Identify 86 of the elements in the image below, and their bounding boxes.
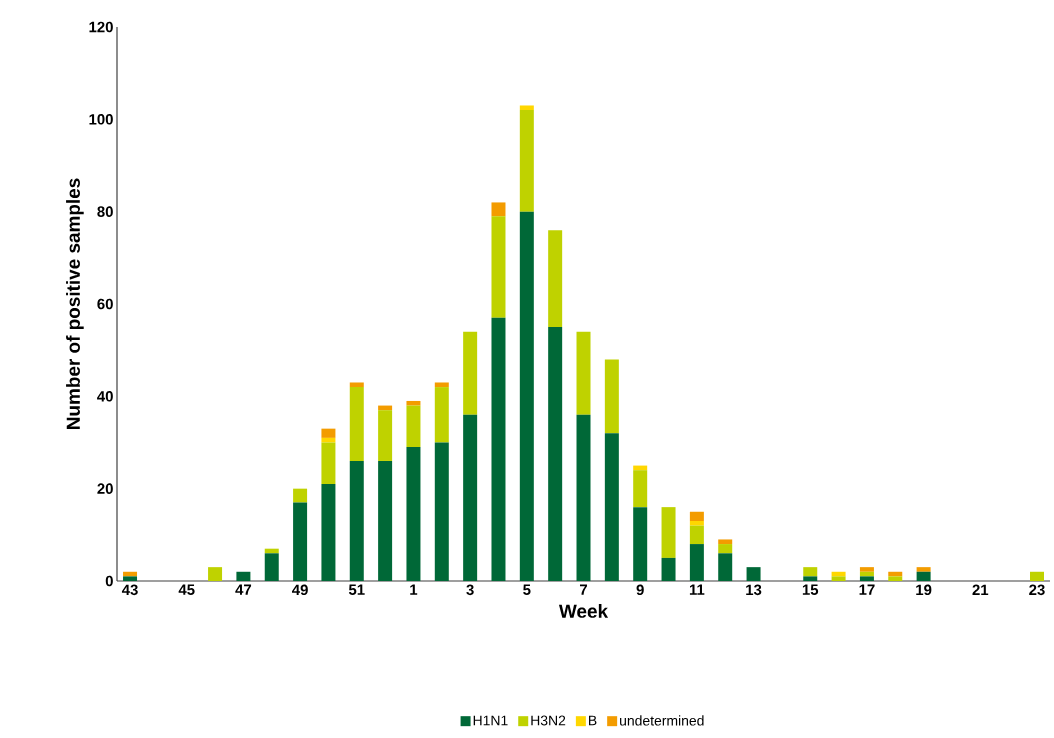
bar [491, 202, 506, 217]
bar [321, 484, 336, 581]
bar [888, 576, 903, 581]
bar [236, 571, 251, 581]
bar [803, 576, 818, 581]
bar [718, 553, 733, 581]
bar [831, 576, 846, 581]
x-tick-label: 11 [689, 584, 705, 595]
bar [633, 507, 648, 581]
x-tick-label: 19 [916, 584, 932, 596]
bar [689, 520, 704, 526]
bar [746, 567, 761, 581]
x-tick-label: 1 [410, 584, 418, 595]
bar [406, 447, 421, 581]
bar [689, 544, 704, 581]
y-tick-label: 60 [97, 298, 113, 310]
y-tick-label: 100 [89, 114, 113, 125]
x-tick-label: 7 [579, 584, 588, 595]
legend-label: B [589, 715, 597, 726]
bar [633, 470, 648, 508]
y-tick-label: 40 [97, 391, 113, 402]
bar [406, 405, 421, 448]
bar [491, 216, 506, 318]
x-tick-label: 15 [802, 584, 819, 595]
bar [661, 507, 676, 558]
x-tick-label: 51 [348, 584, 365, 595]
bar [576, 414, 591, 581]
bar [548, 230, 563, 328]
bar [803, 567, 818, 577]
x-tick-label: 5 [523, 584, 531, 595]
bar [519, 211, 534, 581]
bar [378, 410, 393, 461]
bar [576, 331, 591, 415]
bar [434, 382, 449, 388]
bar [519, 105, 534, 111]
bar [859, 576, 874, 581]
bar [349, 387, 364, 461]
bar [434, 387, 449, 443]
y-tick-label: 120 [89, 21, 113, 33]
bar [491, 317, 506, 581]
bar [434, 442, 449, 581]
y-tick-label: 20 [97, 483, 113, 494]
bar [548, 327, 563, 581]
bar [859, 567, 874, 572]
x-tick-label: 3 [466, 584, 474, 596]
y-tick-label: 80 [97, 206, 113, 217]
bar [123, 576, 138, 581]
x-tick-label: 45 [178, 584, 195, 595]
bar [689, 511, 704, 521]
bar [406, 400, 421, 406]
x-tick-label: 49 [292, 584, 308, 596]
bar [208, 567, 223, 581]
bar [349, 382, 364, 388]
bar [604, 359, 619, 434]
bar [321, 437, 336, 443]
bar [293, 502, 308, 581]
y-tick-label: 0 [105, 575, 113, 587]
bar [689, 525, 704, 545]
bar [661, 557, 676, 581]
bar [463, 331, 478, 415]
bar [321, 442, 336, 485]
bar [1029, 571, 1044, 581]
bar [321, 428, 336, 438]
x-tick-label: 9 [636, 584, 644, 596]
bar [463, 414, 478, 581]
bar [718, 539, 733, 545]
bar [378, 460, 393, 581]
bar [916, 571, 931, 581]
bar [349, 460, 364, 581]
x-tick-label: 47 [235, 584, 252, 595]
bar [264, 553, 279, 581]
y-axis-title: Number of positive samples [66, 178, 84, 429]
bar [519, 110, 534, 212]
x-tick-label: 23 [1029, 584, 1045, 596]
x-tick-label: 17 [859, 584, 875, 595]
bar [293, 488, 308, 503]
bar [916, 567, 931, 572]
bar [718, 544, 733, 554]
x-tick-label: 21 [972, 584, 989, 595]
legend-label: H3N2 [531, 715, 566, 726]
legend-label: H1N1 [473, 715, 508, 726]
bar [604, 433, 619, 581]
x-tick-label: 43 [121, 584, 138, 596]
x-tick-label: 13 [746, 584, 762, 596]
legend-label: undetermined [620, 715, 704, 726]
x-axis-title: Week [558, 603, 609, 618]
